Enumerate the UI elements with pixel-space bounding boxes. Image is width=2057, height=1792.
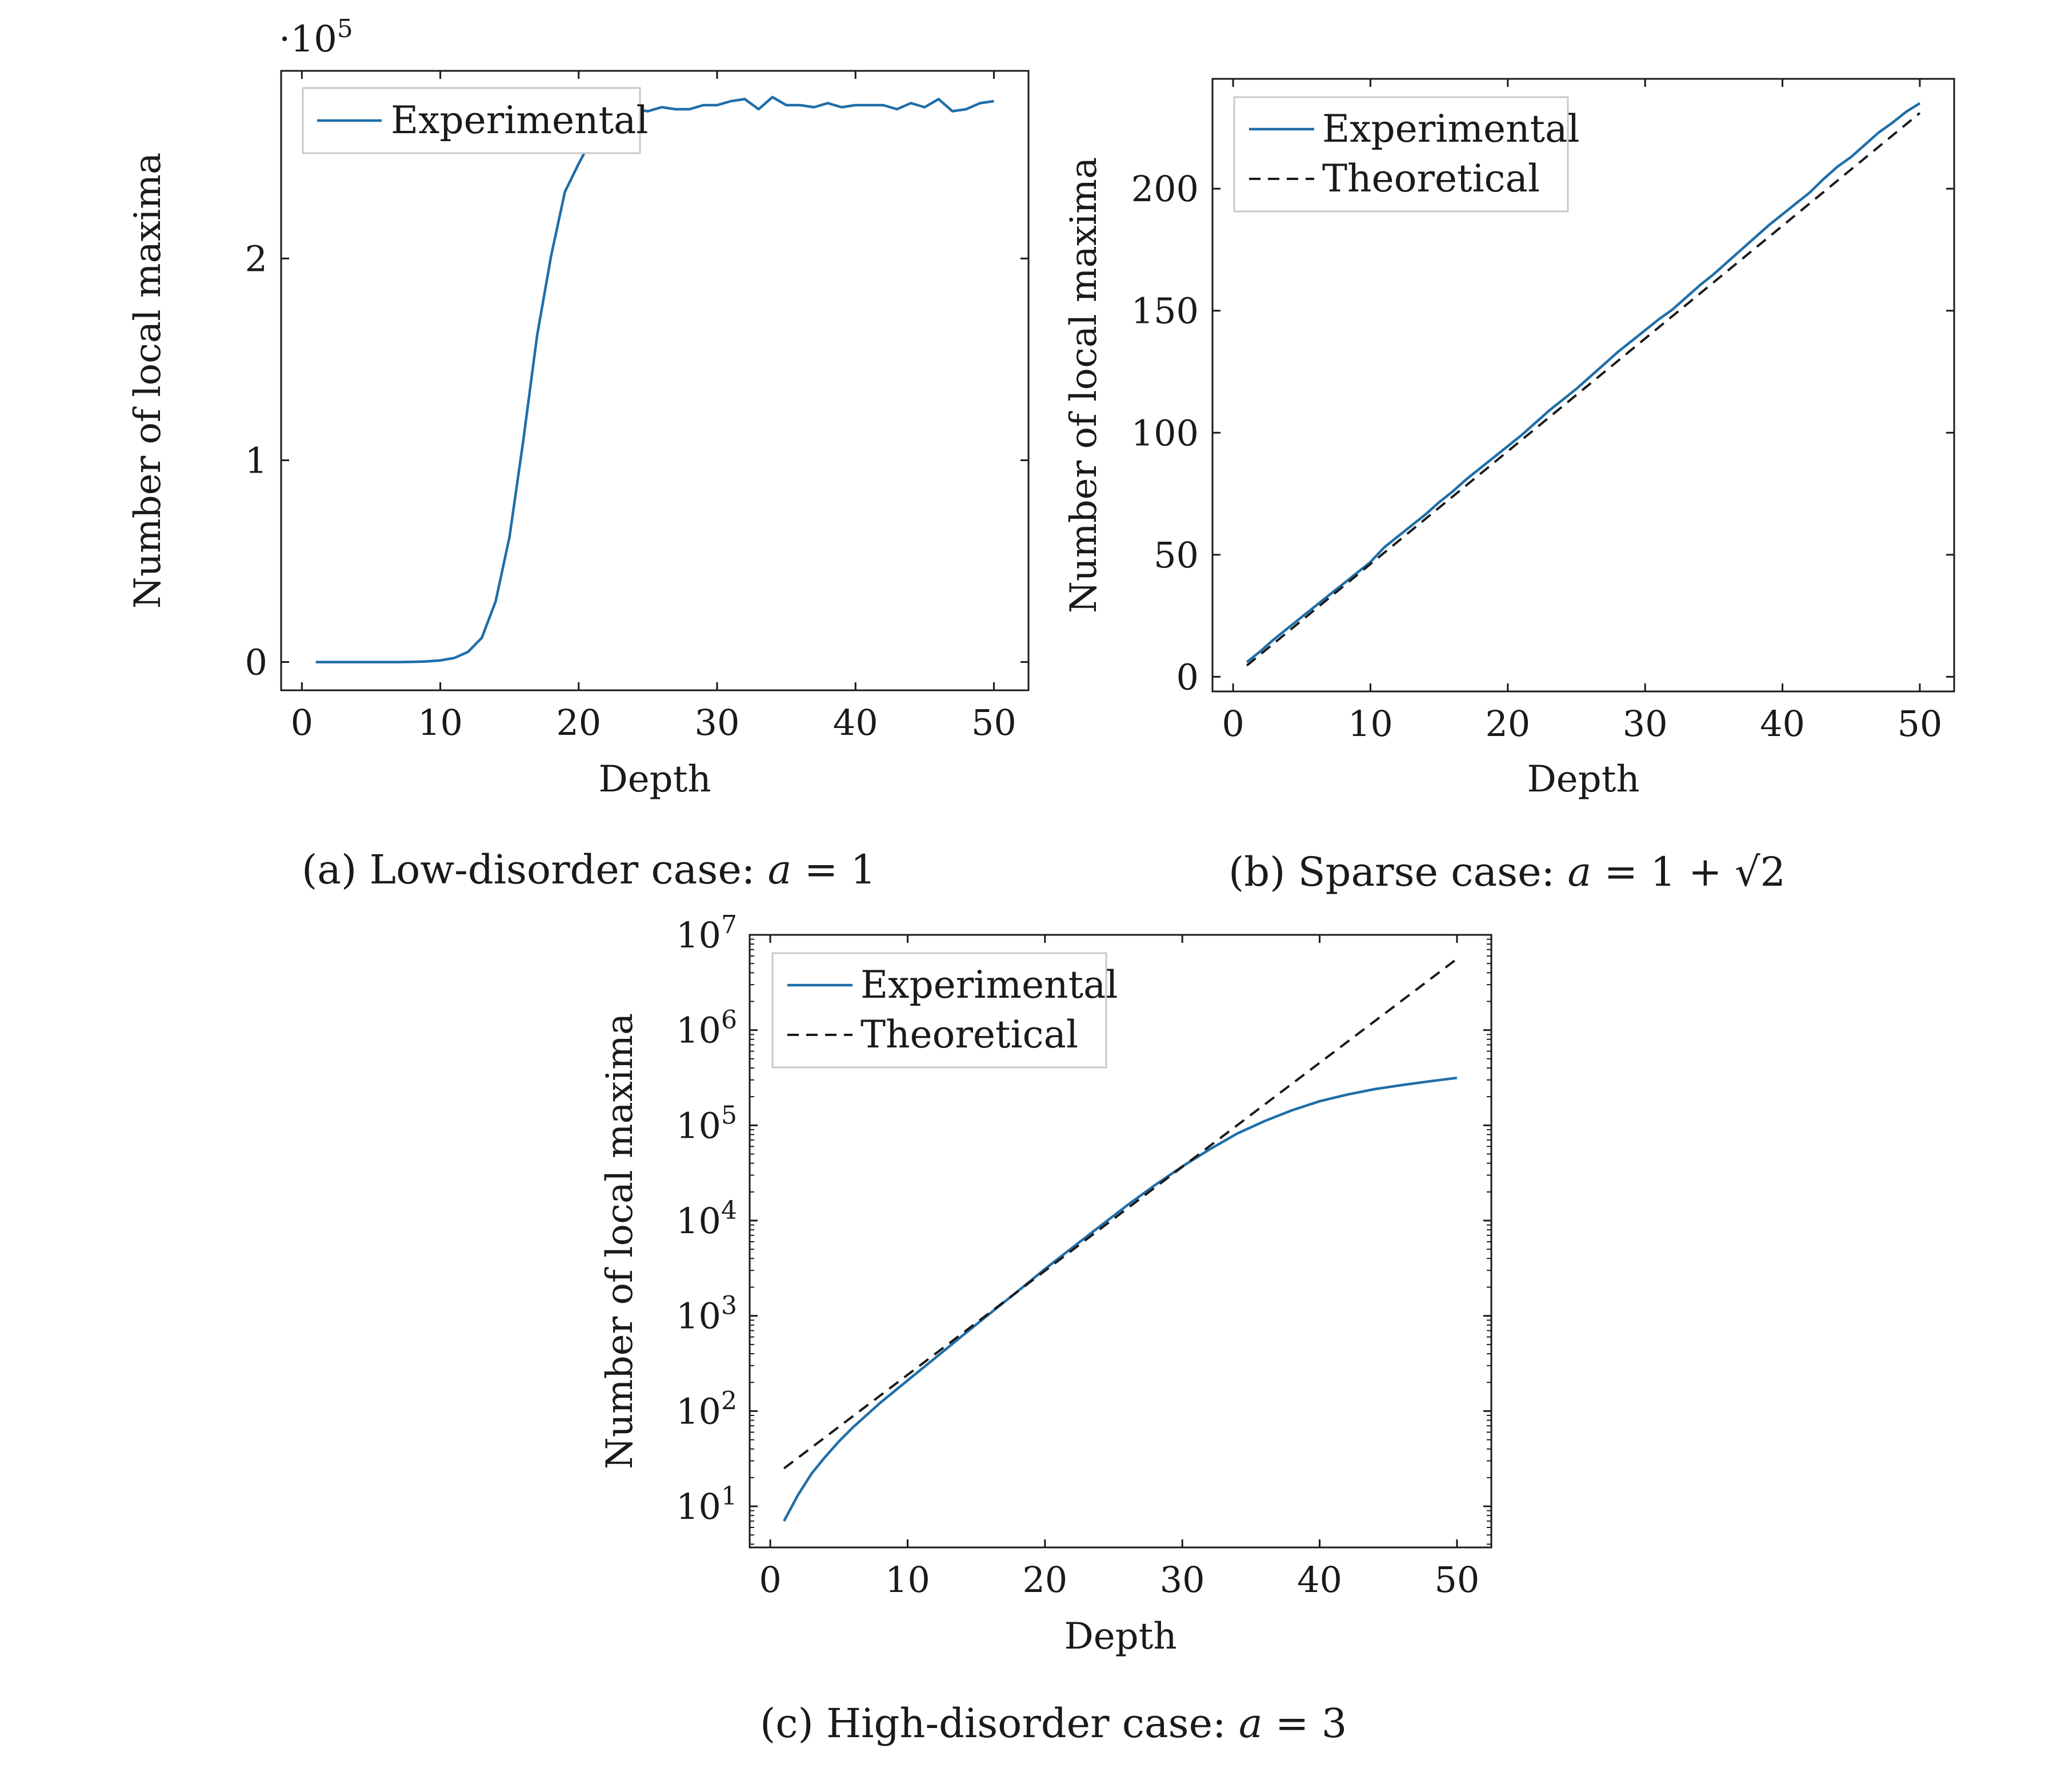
x-tick-label-b-40: 40 (1760, 703, 1805, 745)
series-c (783, 958, 1458, 1522)
series-line-b-theoretical (1246, 112, 1921, 667)
x-tick-label-b-0: 0 (1222, 703, 1244, 745)
legend-label-experimental-a: Experimental (391, 98, 649, 142)
y-tick-label-b-200: 200 (1131, 168, 1199, 210)
series-line-a-experimental (315, 95, 994, 663)
legend-box-b (1233, 96, 1569, 213)
plot-frame-c (749, 934, 1492, 1549)
y-tick-label-a-2: 2 (245, 238, 267, 279)
legend-label-experimental-b: Experimental (1322, 107, 1580, 151)
x-axis-label-c: Depth (1064, 1615, 1176, 1658)
legend-label-theoretical-b: Theoretical (1322, 157, 1540, 201)
y-tick-label-b-100: 100 (1131, 412, 1199, 454)
panel-a: 0 10 20 30 40 50 0 1 2 ·105 Depth Number of loca… (127, 14, 1030, 893)
x-tick-label-c-10: 10 (885, 1559, 930, 1601)
series-line-c-theoretical (783, 958, 1458, 1470)
y-tick-label-c-10^1: 101 (676, 1482, 737, 1528)
caption-b: (b) Sparse case: a = 1 + √2 (1228, 849, 1786, 895)
x-tick-label-a-30: 30 (695, 702, 740, 743)
series-a (315, 95, 994, 663)
legend-label-theoretical-c: Theoretical (861, 1013, 1078, 1057)
y-axis-label-c: Number of local maxima (599, 1013, 641, 1469)
legend-b: Experimental Theoretical (1233, 96, 1580, 213)
x-tick-label-c-30: 30 (1160, 1559, 1205, 1601)
panel-b: 0 10 20 30 40 50 0 50 100 150 200 Depth Number of … (1063, 78, 1955, 895)
legend-a: Experimental (302, 87, 649, 154)
y-tick-label-b-0: 0 (1176, 656, 1199, 698)
legend-label-experimental-c: Experimental (861, 963, 1118, 1007)
x-tick-label-a-20: 20 (556, 702, 601, 743)
ticks-a: 0 10 20 30 40 50 0 1 2 (245, 71, 1028, 743)
x-tick-label-b-10: 10 (1348, 703, 1393, 745)
x-tick-label-a-10: 10 (418, 702, 463, 743)
series-b (1246, 102, 1921, 667)
series-line-c-experimental (783, 1077, 1458, 1522)
x-tick-label-c-20: 20 (1022, 1559, 1067, 1601)
x-tick-label-b-30: 30 (1623, 703, 1668, 745)
caption-c: (c) High-disorder case: a = 3 (760, 1700, 1347, 1747)
plot-frame-b (1211, 78, 1955, 693)
x-axis-label-a: Depth (598, 758, 711, 801)
y-tick-label-a-0: 0 (245, 642, 267, 683)
y-multiplier-label-a: ·105 (279, 14, 353, 61)
x-tick-label-b-20: 20 (1485, 703, 1530, 745)
x-tick-label-a-50: 50 (971, 702, 1017, 743)
y-axis-label-a: Number of local maxima (127, 153, 169, 609)
y-axis-label-b: Number of local maxima (1063, 157, 1105, 613)
x-tick-label-c-40: 40 (1297, 1559, 1342, 1601)
x-tick-label-b-50: 50 (1897, 703, 1942, 745)
x-tick-label-a-40: 40 (833, 702, 878, 743)
ticks-b: 0 10 20 30 40 50 0 50 100 150 200 (1131, 79, 1954, 745)
x-tick-label-c-50: 50 (1434, 1559, 1479, 1601)
y-tick-label-a-1: 1 (245, 439, 267, 481)
y-tick-label-b-150: 150 (1131, 290, 1199, 332)
x-tick-label-a-0: 0 (291, 702, 313, 743)
x-tick-label-c-0: 0 (759, 1559, 781, 1601)
series-line-b-experimental (1246, 102, 1921, 663)
caption-a: (a) Low-disorder case: a = 1 (302, 846, 876, 893)
legend-c: Experimental Theoretical (771, 952, 1118, 1069)
x-axis-label-b: Depth (1527, 758, 1639, 801)
legend-box-c (771, 952, 1107, 1069)
plot-frame-a (280, 70, 1030, 691)
y-tick-label-b-50: 50 (1154, 534, 1199, 576)
